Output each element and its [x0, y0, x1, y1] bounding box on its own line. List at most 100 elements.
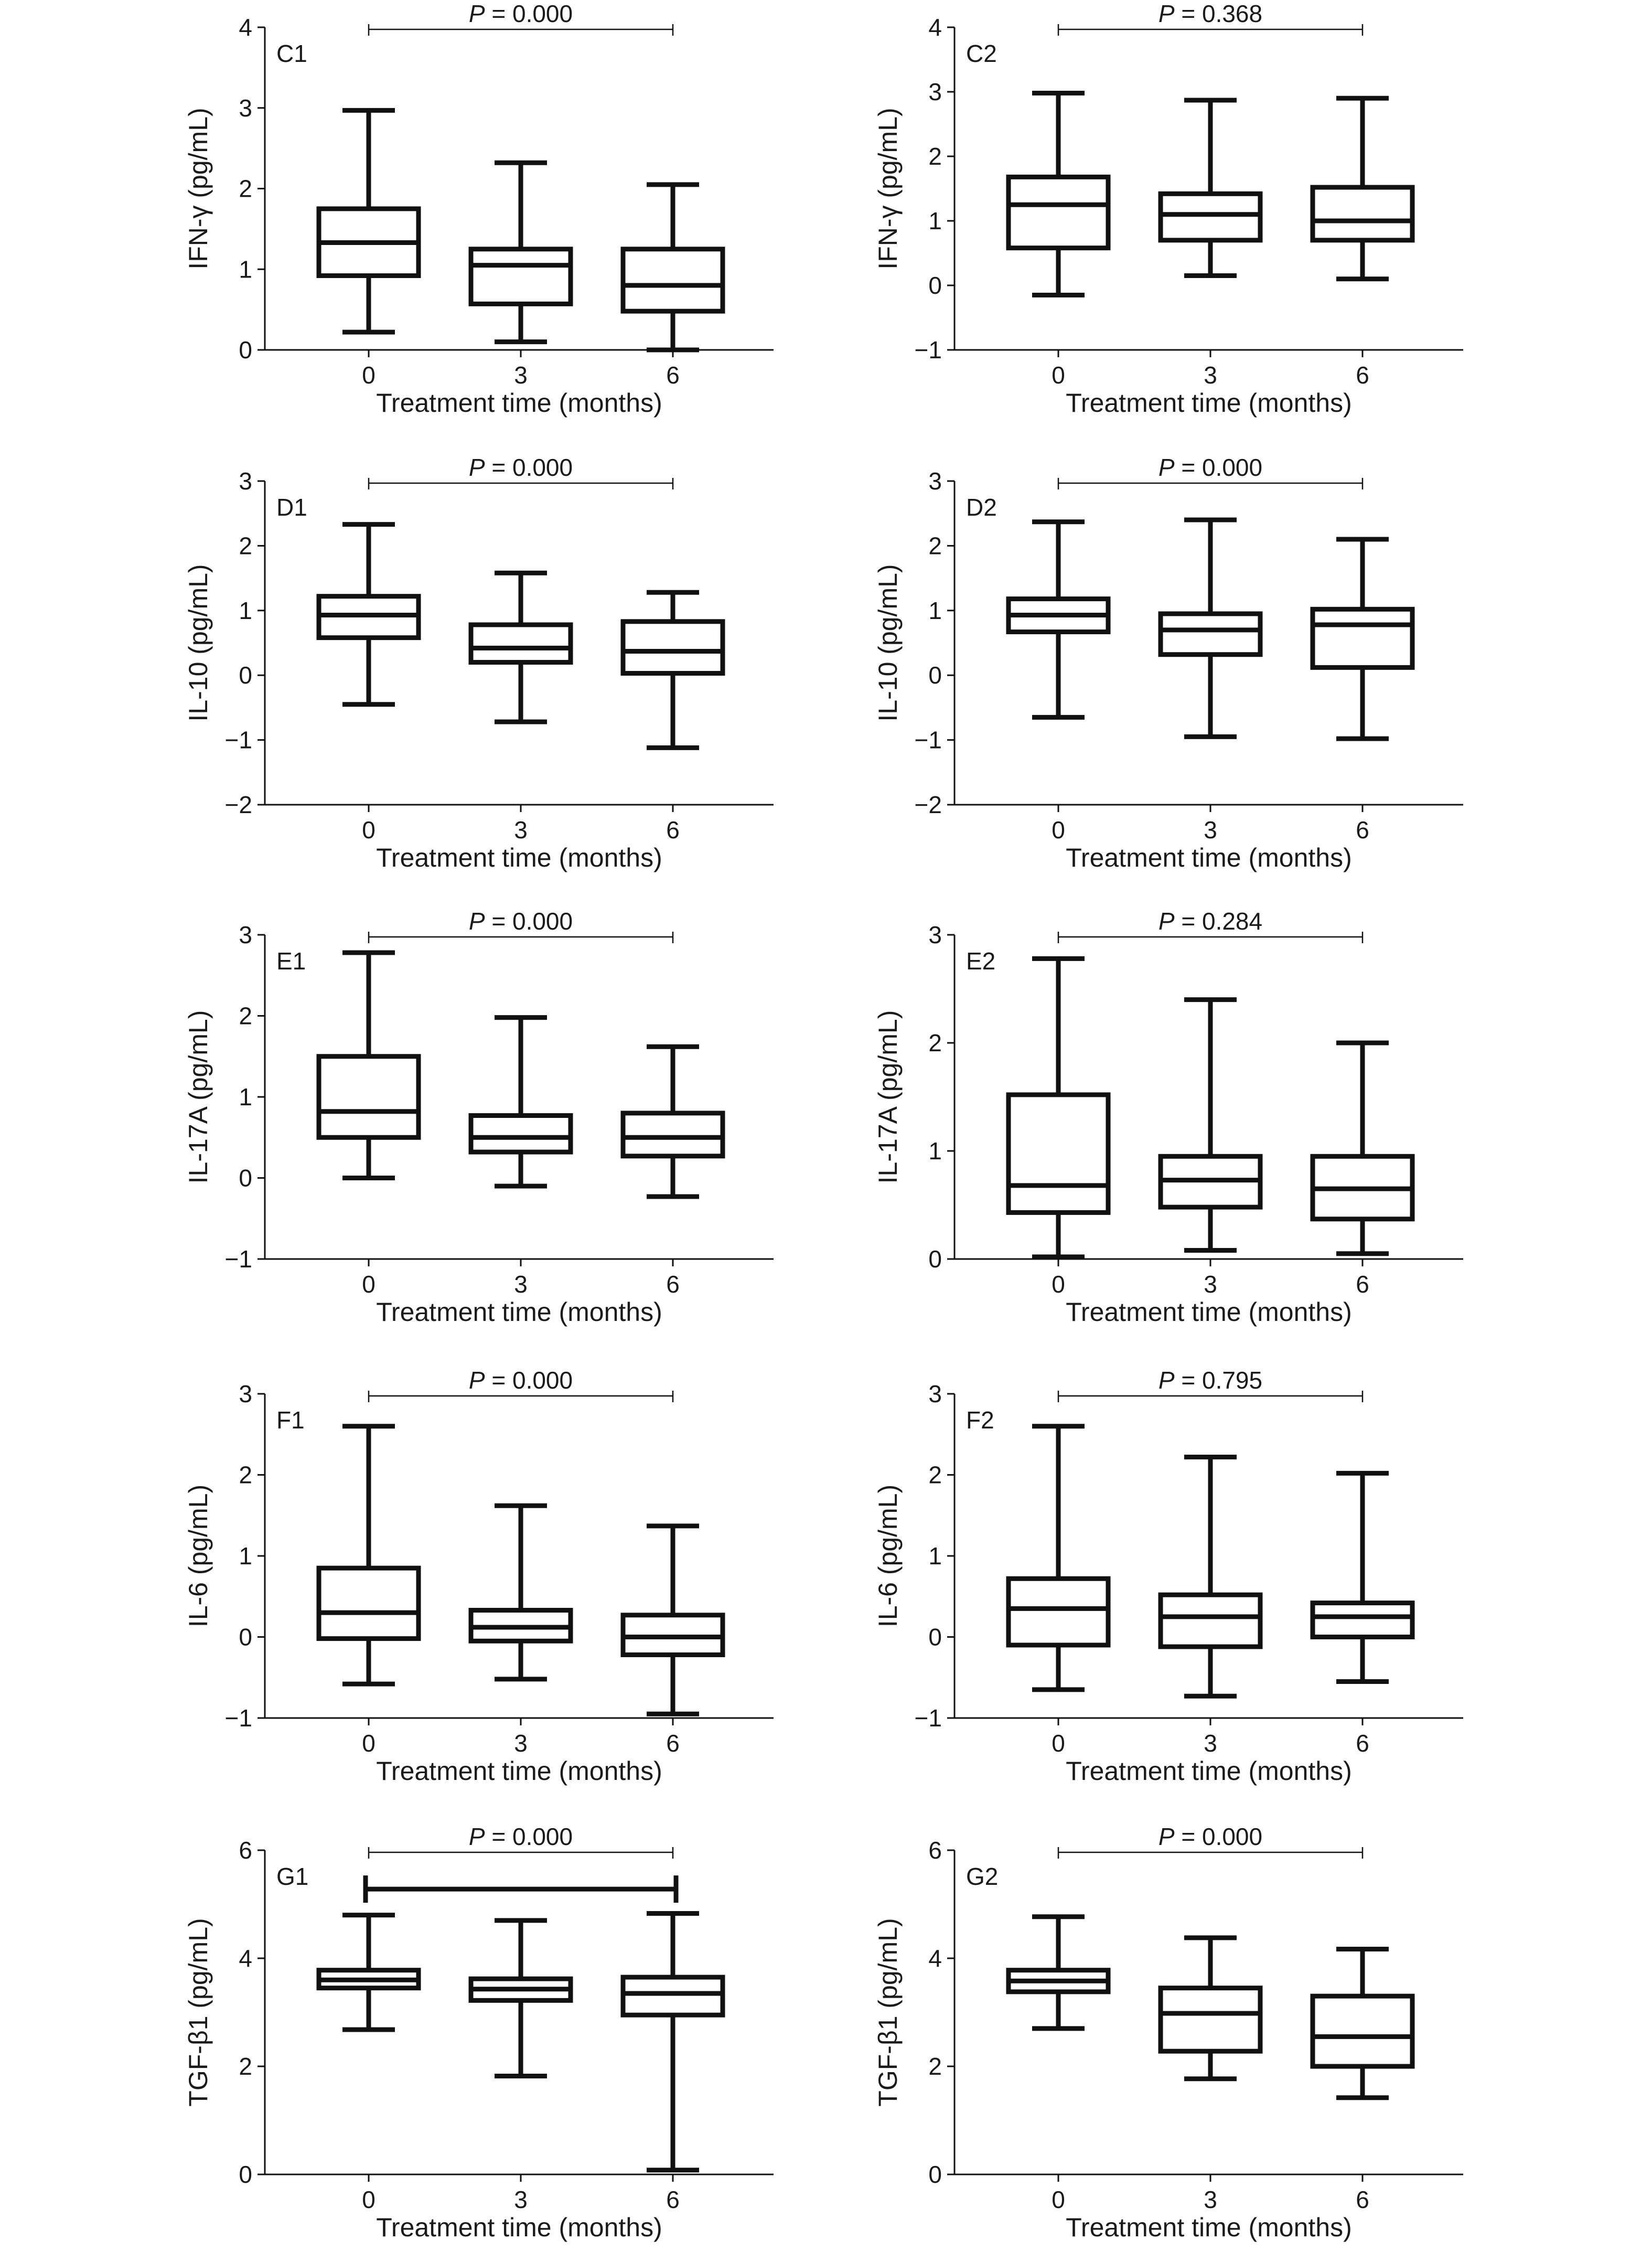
- y-tick-label: 3: [239, 1380, 252, 1407]
- y-tick-label: 1: [239, 597, 252, 624]
- box-6-months: [620, 1044, 725, 1199]
- panel-label: G1: [276, 1863, 308, 1890]
- x-axis-label: Treatment time (months): [376, 1756, 662, 1786]
- y-tick-label: 2: [928, 2053, 942, 2080]
- p-value-label: P = 0.000: [469, 1367, 573, 1394]
- p-value-label: P = 0.000: [1158, 454, 1262, 481]
- p-value-label: P = 0.000: [469, 0, 573, 27]
- box-3-months: [468, 160, 573, 345]
- x-tick-label: 3: [514, 361, 528, 389]
- x-tick-label: 3: [1204, 1271, 1217, 1298]
- y-tick-label: 0: [239, 1624, 252, 1651]
- y-tick-label: −1: [915, 336, 942, 364]
- p-value-label: P = 0.000: [469, 1823, 573, 1850]
- y-tick-label: 0: [928, 2161, 942, 2188]
- box-6-months: [620, 182, 725, 353]
- y-tick-label: 2: [928, 143, 942, 170]
- iqr-box: [1006, 1576, 1111, 1648]
- iqr-box: [468, 1113, 573, 1155]
- box-6-months: [1310, 1040, 1415, 1256]
- panel-label: D2: [966, 494, 997, 521]
- y-tick-label: 0: [928, 1624, 942, 1651]
- y-tick-label: 1: [928, 597, 942, 624]
- x-tick-label: 6: [666, 1271, 680, 1298]
- panel-label: C2: [966, 40, 997, 67]
- y-tick-label: 3: [928, 1380, 942, 1407]
- y-tick-label: −2: [915, 791, 942, 818]
- box-6-months: [1310, 537, 1415, 741]
- y-tick-label: 6: [928, 1837, 942, 1864]
- y-tick-label: 0: [239, 336, 252, 364]
- y-tick-label: 0: [239, 662, 252, 689]
- box-0-months: [316, 1913, 421, 2032]
- iqr-box: [1006, 1092, 1111, 1215]
- x-tick-label: 3: [514, 1730, 528, 1757]
- p-value-label: P = 0.000: [1158, 1823, 1262, 1850]
- p-value-label: P = 0.000: [469, 454, 573, 481]
- box-0-months: [1006, 1424, 1111, 1692]
- y-tick-label: −1: [225, 1245, 252, 1273]
- iqr-box: [1158, 1986, 1263, 2054]
- y-tick-label: 3: [239, 94, 252, 122]
- iqr-box: [620, 1111, 725, 1159]
- x-tick-label: 0: [362, 1271, 376, 1298]
- box-6-months: [620, 590, 725, 750]
- y-tick-label: 2: [928, 532, 942, 559]
- x-tick-label: 6: [666, 2186, 680, 2213]
- y-tick-label: 2: [928, 1029, 942, 1057]
- x-tick-label: 0: [1052, 816, 1065, 844]
- box-0-months: [1006, 956, 1111, 1260]
- y-tick-label: 0: [928, 1245, 942, 1273]
- x-axis-label: Treatment time (months): [376, 2213, 662, 2242]
- x-axis-label: Treatment time (months): [376, 1297, 662, 1327]
- x-tick-label: 3: [514, 816, 528, 844]
- y-tick-label: −1: [225, 727, 252, 754]
- x-tick-label: 0: [1052, 361, 1065, 389]
- y-axis-label: TGF-β1 (pg/mL): [873, 1918, 903, 2106]
- iqr-box: [1310, 185, 1415, 243]
- x-tick-label: 3: [514, 1271, 528, 1298]
- y-tick-label: 3: [928, 78, 942, 105]
- p-value-label: P = 0.795: [1158, 1367, 1262, 1394]
- y-tick-label: 6: [239, 1837, 252, 1864]
- iqr-box: [1310, 1993, 1415, 2069]
- box-3-months: [468, 1503, 573, 1682]
- box-0-months: [1006, 519, 1111, 720]
- y-tick-label: 3: [239, 467, 252, 495]
- x-tick-label: 6: [1356, 361, 1369, 389]
- iqr-box: [316, 1054, 421, 1140]
- iqr-box: [620, 1975, 725, 2018]
- x-tick-label: 3: [514, 2186, 528, 2213]
- box-3-months: [1158, 1935, 1263, 2082]
- x-axis-label: Treatment time (months): [376, 843, 662, 872]
- iqr-box: [1158, 611, 1263, 657]
- iqr-box: [468, 247, 573, 306]
- x-tick-label: 6: [1356, 1271, 1369, 1298]
- y-tick-label: 4: [928, 1945, 942, 1972]
- x-tick-label: 0: [362, 816, 376, 844]
- y-tick-label: 4: [239, 1945, 252, 1972]
- box-3-months: [1158, 1455, 1263, 1699]
- iqr-box: [1006, 174, 1111, 251]
- iqr-box: [1158, 1592, 1263, 1649]
- y-tick-label: 0: [928, 272, 942, 299]
- box-3-months: [468, 1015, 573, 1189]
- x-tick-label: 0: [1052, 1730, 1065, 1757]
- y-axis-label: IL-6 (pg/mL): [184, 1485, 213, 1627]
- iqr-box: [1310, 606, 1415, 670]
- y-tick-label: 0: [239, 2161, 252, 2188]
- x-tick-label: 6: [1356, 2186, 1369, 2213]
- panel-label: E1: [276, 947, 306, 975]
- box-6-months: [620, 1911, 725, 2173]
- box-0-months: [1006, 1914, 1111, 2031]
- box-6-months: [1310, 1946, 1415, 2100]
- p-value-label: P = 0.284: [1158, 908, 1262, 935]
- y-tick-label: −1: [225, 1704, 252, 1732]
- x-tick-label: 0: [1052, 2186, 1065, 2213]
- iqr-box: [316, 1565, 421, 1641]
- panel-label: C1: [276, 40, 307, 67]
